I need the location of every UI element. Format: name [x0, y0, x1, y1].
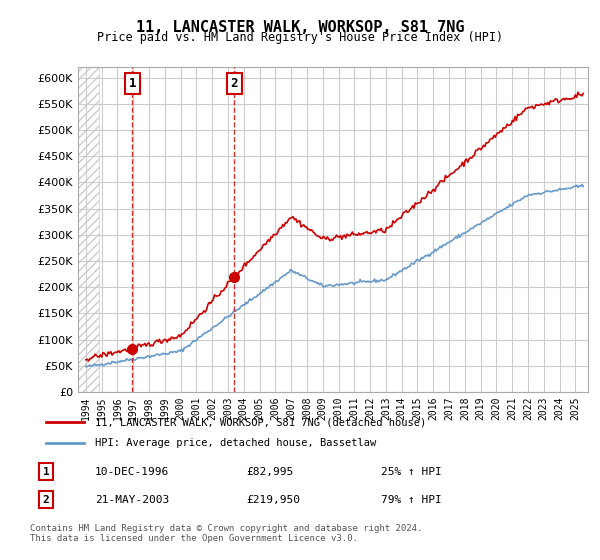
Text: 25% ↑ HPI: 25% ↑ HPI — [381, 466, 442, 477]
Text: Price paid vs. HM Land Registry's House Price Index (HPI): Price paid vs. HM Land Registry's House … — [97, 31, 503, 44]
Text: 79% ↑ HPI: 79% ↑ HPI — [381, 494, 442, 505]
Text: £82,995: £82,995 — [246, 466, 293, 477]
Text: 10-DEC-1996: 10-DEC-1996 — [95, 466, 169, 477]
Text: 1: 1 — [43, 466, 50, 477]
Text: Contains HM Land Registry data © Crown copyright and database right 2024.
This d: Contains HM Land Registry data © Crown c… — [30, 524, 422, 543]
Text: 21-MAY-2003: 21-MAY-2003 — [95, 494, 169, 505]
Text: 2: 2 — [43, 494, 50, 505]
Text: £219,950: £219,950 — [246, 494, 300, 505]
Text: 2: 2 — [230, 77, 238, 90]
Text: 11, LANCASTER WALK, WORKSOP, S81 7NG (detached house): 11, LANCASTER WALK, WORKSOP, S81 7NG (de… — [95, 417, 426, 427]
Text: HPI: Average price, detached house, Bassetlaw: HPI: Average price, detached house, Bass… — [95, 438, 376, 448]
Text: 1: 1 — [129, 77, 136, 90]
Text: 11, LANCASTER WALK, WORKSOP, S81 7NG: 11, LANCASTER WALK, WORKSOP, S81 7NG — [136, 20, 464, 35]
